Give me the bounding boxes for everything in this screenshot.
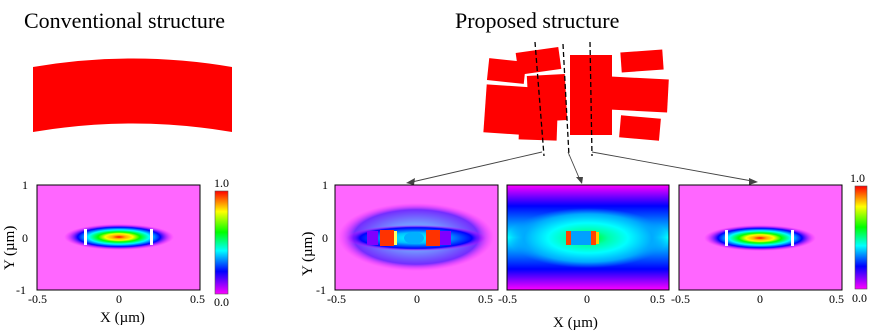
x-tick-neg05: -0.5: [671, 292, 690, 306]
y-tick-neg1: -1: [316, 283, 326, 297]
cut-line-2: [562, 43, 570, 157]
conventional-waveguide: [33, 58, 232, 132]
cut-line-3: [589, 41, 593, 157]
mode-panel-proposed-3: [678, 184, 843, 291]
cut-line-1: [534, 41, 545, 157]
segment-block: [486, 58, 527, 84]
colorbar-right: 1.0 0.0: [850, 171, 868, 305]
y-tick-neg1: -1: [16, 283, 26, 297]
mode-panel-proposed-1: [334, 184, 499, 291]
colorbar-left: 1.0 0.0: [214, 176, 229, 309]
cut-lines: [534, 41, 593, 157]
mode-panel-proposed-2: [506, 184, 670, 291]
axes-right: 1 0 -1 Y (µm) -0.5 0 0.5 -0.5 0 0.5 -0.5…: [300, 178, 844, 331]
arrow-to-panel-3: [591, 151, 753, 182]
colorbar-left-max: 1.0: [214, 176, 229, 190]
colorbar-right-max: 1.0: [850, 171, 865, 185]
arrow-to-panel-2: [567, 151, 581, 181]
segment-block: [620, 49, 664, 73]
x-tick-neg05: -0.5: [28, 292, 47, 306]
segment-block: [518, 117, 558, 141]
colorbar-right-min: 0.0: [852, 291, 867, 305]
x-tick-05: 0.5: [478, 292, 493, 306]
x-tick-0: 0: [414, 292, 420, 306]
x-tick-05: 0.5: [650, 292, 665, 306]
colorbar-left-min: 0.0: [214, 295, 229, 309]
arrow-to-panel-1: [411, 151, 543, 183]
x-tick-0: 0: [116, 292, 122, 306]
proposed-structure: [483, 47, 669, 141]
segment-block: [609, 76, 669, 113]
axes-left: 1 0 -1 -0.5 0 0.5 X (µm) Y (µm): [2, 178, 205, 326]
segment-block: [619, 115, 661, 141]
mode-panel-conventional: [36, 184, 201, 291]
x-tick-neg05: -0.5: [498, 292, 517, 306]
x-axis-label: X (µm): [100, 310, 145, 326]
x-axis-label: X (µm): [553, 315, 598, 331]
y-tick-1: 1: [322, 178, 328, 192]
heading-conventional: Conventional structure: [24, 8, 225, 33]
segment-block: [526, 74, 568, 122]
y-axis-label: Y (µm): [2, 226, 18, 270]
y-tick-0: 0: [322, 231, 328, 245]
arrows: [406, 151, 758, 185]
y-tick-1: 1: [22, 178, 28, 192]
y-axis-label: Y (µm): [300, 232, 316, 276]
x-tick-neg05: -0.5: [327, 292, 346, 306]
segment-block: [515, 47, 562, 75]
x-tick-05: 0.5: [829, 292, 844, 306]
y-tick-0: 0: [22, 231, 28, 245]
x-tick-0: 0: [757, 292, 763, 306]
x-tick-05: 0.5: [190, 292, 205, 306]
heading-proposed: Proposed structure: [455, 8, 619, 33]
x-tick-0: 0: [584, 292, 590, 306]
